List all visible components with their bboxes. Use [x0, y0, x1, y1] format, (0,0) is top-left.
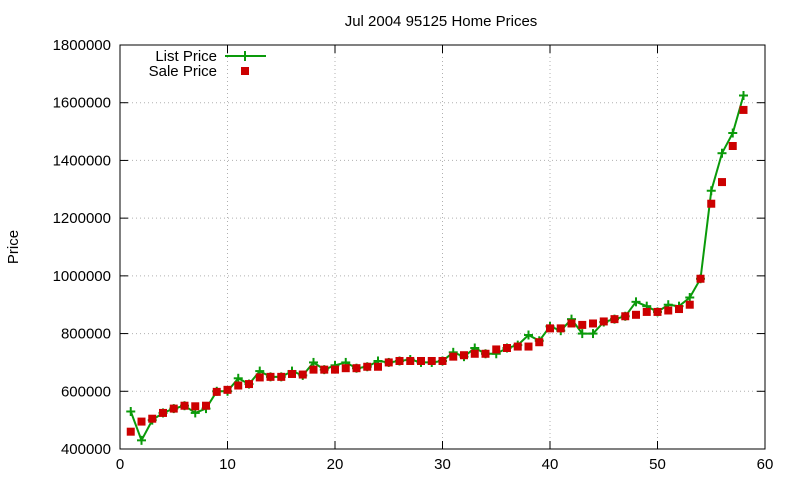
- sale-price-point: [159, 408, 167, 417]
- sale-price-point: [126, 427, 135, 436]
- sale-price-point: [567, 319, 576, 328]
- sale-price-point: [535, 338, 544, 347]
- list-price-point: [631, 297, 641, 307]
- sale-price-point: [374, 362, 382, 371]
- sale-price-point: [277, 372, 286, 381]
- y-tick-label: 1400000: [53, 152, 111, 169]
- list-price-point: [739, 91, 748, 100]
- y-axis-label: Price: [5, 230, 22, 264]
- chart-title: Jul 2004 95125 Home Prices: [345, 13, 538, 30]
- y-tick-label: 800000: [61, 326, 111, 343]
- sale-price-point: [503, 344, 511, 352]
- sale-price-point: [739, 105, 748, 114]
- y-tick-label: 1200000: [53, 210, 111, 227]
- list-price-point: [126, 406, 136, 416]
- sale-price-point: [223, 385, 232, 394]
- y-tick-label: 400000: [61, 441, 111, 458]
- sale-price-point: [191, 402, 200, 411]
- sale-price-point: [266, 372, 275, 381]
- sale-price-point: [546, 324, 554, 333]
- sale-price-point: [202, 401, 210, 410]
- sale-price-point: [718, 178, 726, 187]
- sale-price-point: [696, 274, 705, 283]
- x-tick-label: 60: [757, 456, 774, 473]
- y-tick-label: 1800000: [53, 37, 111, 54]
- sale-price-point: [384, 358, 393, 367]
- list-price-point: [685, 293, 695, 302]
- sale-price-point: [589, 319, 597, 328]
- sale-price-point: [309, 365, 318, 374]
- sale-price-point: [524, 342, 533, 351]
- sale-price-point: [427, 356, 436, 365]
- x-tick-label: 20: [327, 456, 344, 473]
- sale-price-point: [298, 370, 307, 379]
- sale-price-point: [621, 312, 630, 321]
- list-price-point: [233, 373, 243, 383]
- sale-price-point: [642, 307, 651, 316]
- grid-layer: [120, 45, 765, 449]
- sale-price-point: [449, 352, 458, 361]
- sale-price-point: [664, 306, 673, 315]
- legend-label-list-price: List Price: [155, 48, 217, 65]
- series-layer: [126, 91, 748, 445]
- x-tick-label: 40: [542, 456, 559, 473]
- sale-price-point: [234, 381, 243, 390]
- sale-price-point: [352, 364, 361, 373]
- list-price-point: [524, 330, 533, 340]
- x-tick-label: 50: [649, 456, 666, 473]
- list-price-point: [309, 357, 318, 367]
- tick-layer: 400000 600000 800000 1000000 1200000 1400000 1…: [53, 37, 774, 473]
- sale-price-point: [632, 310, 640, 319]
- x-tick-label: 0: [116, 456, 124, 473]
- sale-price-point: [331, 365, 339, 374]
- sale-price-point: [460, 351, 468, 360]
- x-tick-label: 10: [219, 456, 236, 473]
- sale-price-point: [212, 387, 221, 396]
- sale-price-point: [481, 349, 490, 358]
- sale-price-point: [417, 356, 425, 365]
- sale-price-point: [492, 345, 501, 354]
- sale-price-point: [470, 349, 479, 358]
- sale-price-point: [578, 320, 587, 329]
- list-price-point: [717, 148, 727, 158]
- list-price-point: [706, 186, 716, 196]
- list-price-point: [588, 329, 598, 339]
- sale-price-point: [728, 142, 737, 150]
- x-tick-label: 30: [434, 456, 451, 473]
- sale-price-point: [148, 414, 157, 423]
- list-price-point: [728, 128, 738, 138]
- sale-price-point: [245, 380, 253, 389]
- legend-swatch-sale-price: [241, 67, 249, 75]
- sale-price-point: [341, 364, 350, 373]
- sale-price-point: [556, 324, 565, 333]
- sale-price-point: [320, 365, 329, 374]
- sale-price-point: [363, 362, 372, 371]
- sale-price-point: [438, 356, 447, 365]
- sale-price-point: [707, 199, 716, 208]
- sale-price-point: [653, 307, 662, 316]
- list-price-line: [129, 95, 745, 443]
- sale-price-point: [675, 305, 683, 314]
- y-tick-label: 1000000: [53, 268, 111, 285]
- sale-price-point: [137, 417, 146, 426]
- sale-price-point: [685, 300, 694, 309]
- list-price-point: [577, 329, 587, 339]
- sale-price-point: [513, 342, 522, 351]
- sale-price-point: [255, 373, 264, 382]
- list-price-point: [137, 435, 146, 445]
- sale-price-point: [180, 401, 189, 410]
- y-tick-label: 600000: [61, 383, 111, 400]
- sale-price-point: [395, 356, 404, 365]
- sale-price-point: [169, 404, 178, 413]
- legend: List Price Sale Price: [149, 48, 266, 80]
- series-sale-price: [126, 105, 748, 436]
- sale-price-point: [610, 315, 619, 324]
- legend-swatch-list-price: [225, 51, 266, 61]
- sale-price-point: [599, 317, 608, 326]
- sale-price-point: [288, 369, 296, 378]
- legend-label-sale-price: Sale Price: [149, 63, 217, 80]
- y-tick-label: 1600000: [53, 95, 111, 112]
- sale-price-point: [406, 356, 415, 365]
